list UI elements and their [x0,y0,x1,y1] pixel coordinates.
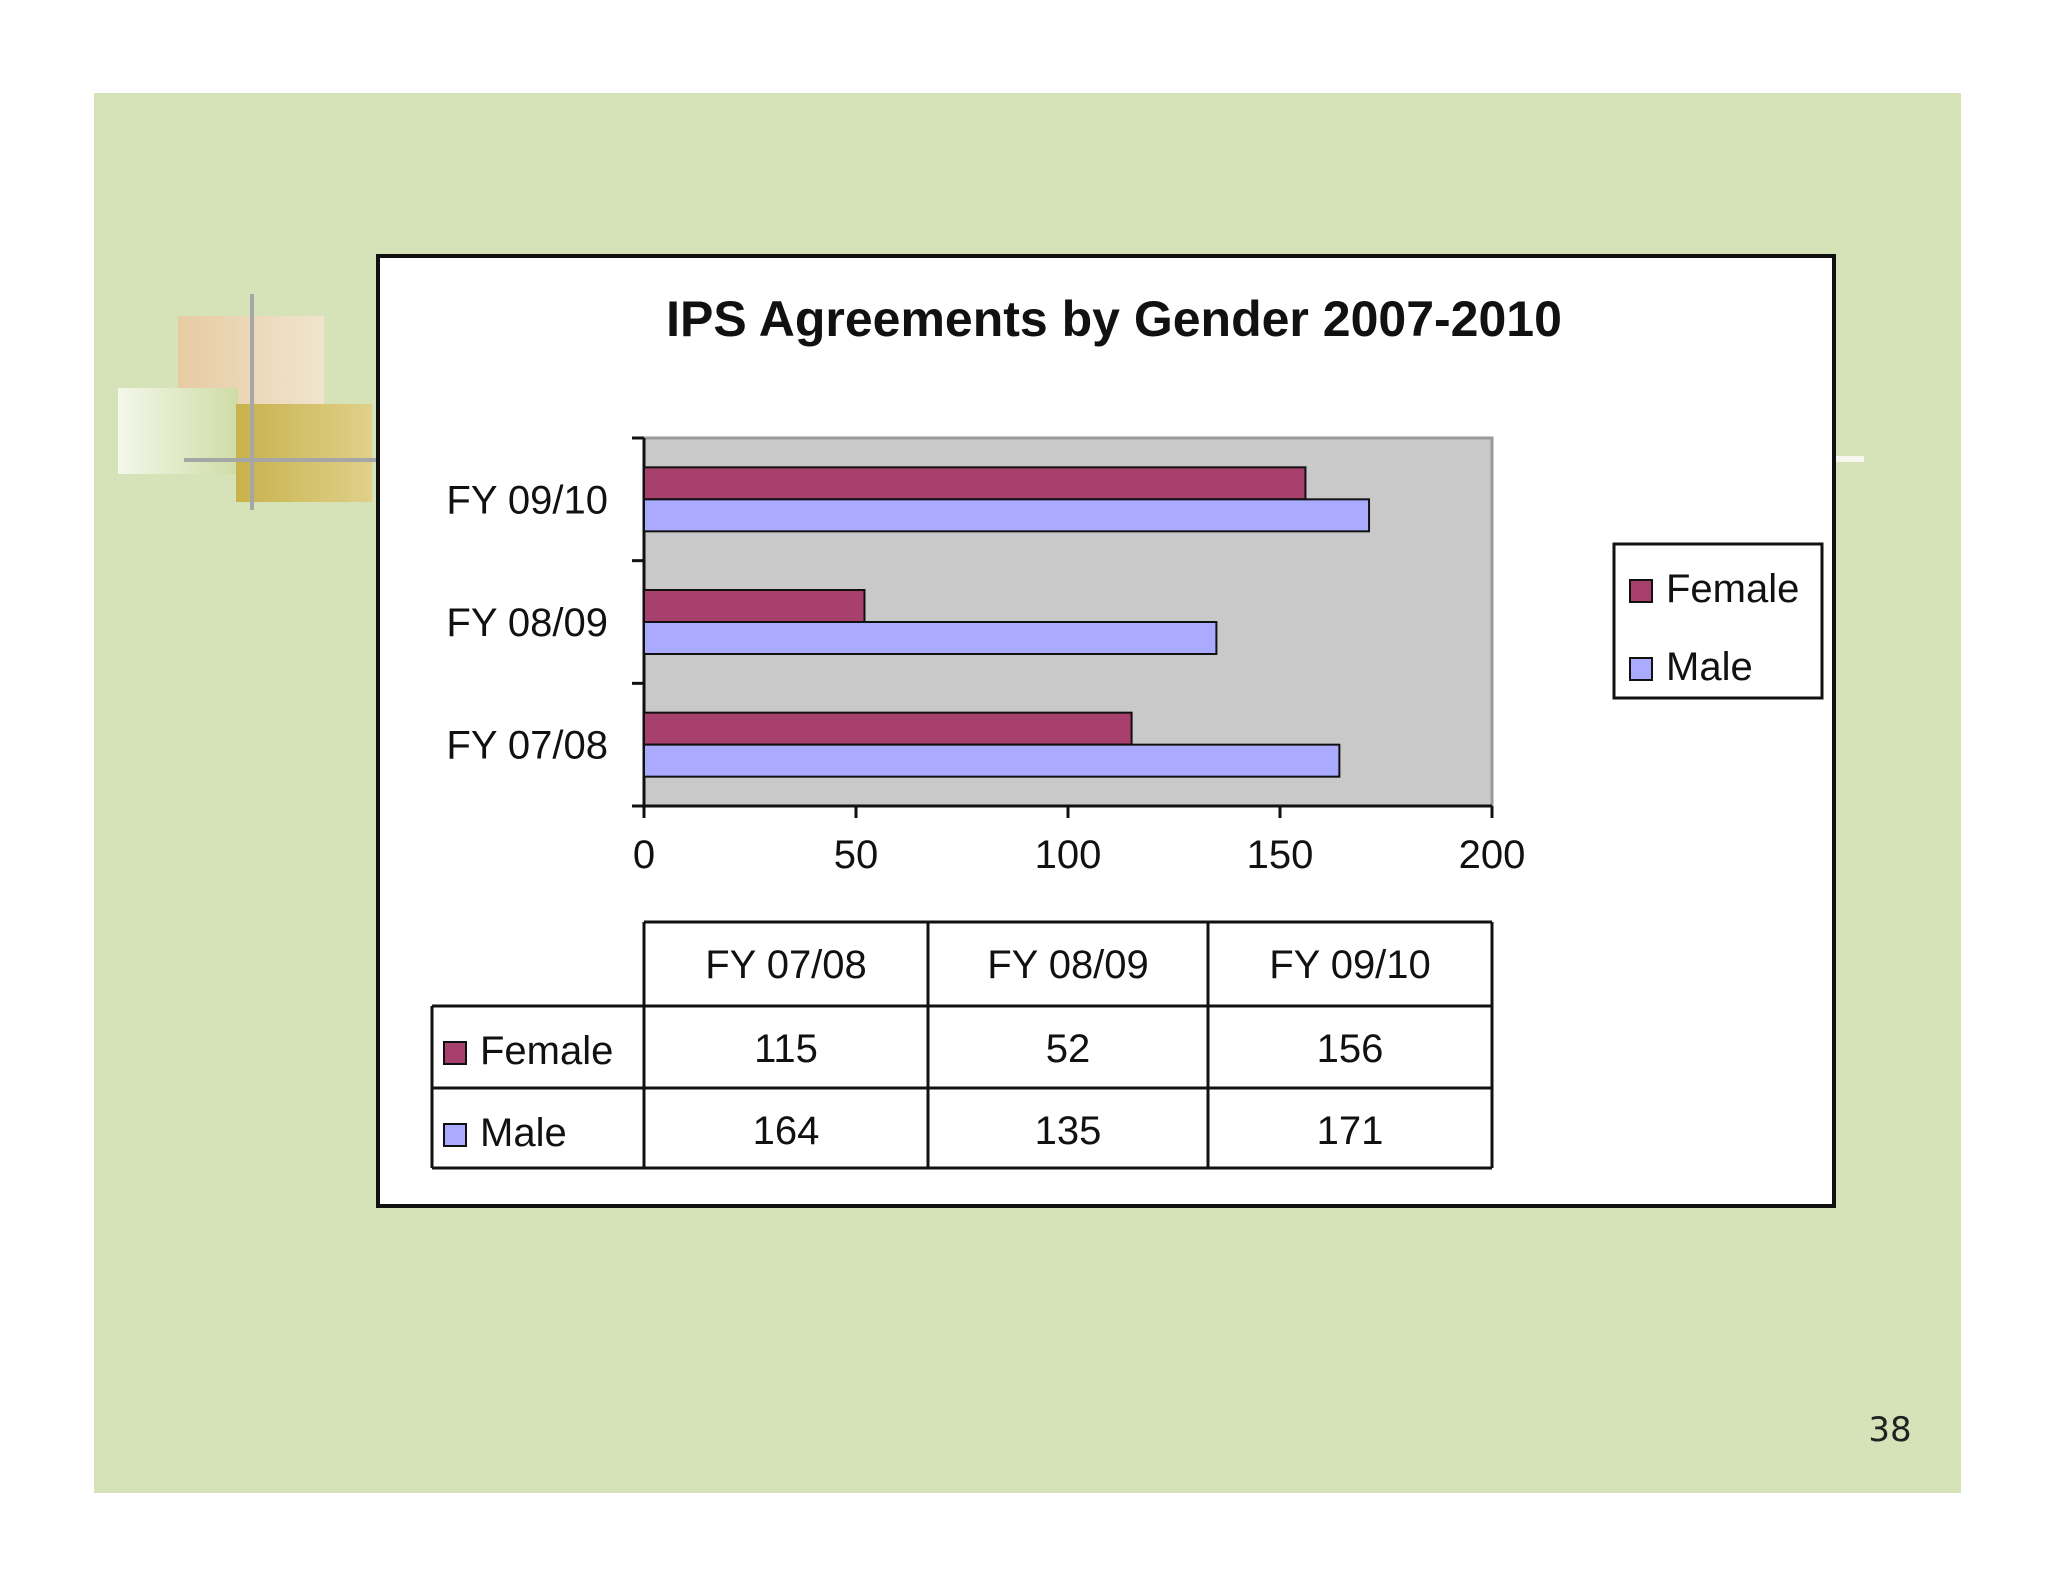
bar-female [643,711,1133,746]
legend-label: Male [1666,645,1753,689]
table-cell: 115 [754,1027,818,1071]
table-cell: 135 [1035,1109,1102,1153]
decorative-squares [118,294,384,520]
table-cell: 156 [1317,1027,1384,1071]
chart-frame: IPS Agreements by Gender 2007-2010 0 50 10… [376,254,1836,1208]
y-category-label: FY 08/09 [446,601,608,645]
bar-female [643,589,866,623]
x-tick-label: 50 [834,833,879,877]
y-category-label: FY 07/08 [446,724,608,768]
bar-female [643,466,1307,501]
slide-number: 38 [1868,1410,1912,1450]
table-header-cell: FY 09/10 [1269,943,1431,987]
table-row-swatch [443,1041,467,1065]
table-header-cell: FY 08/09 [987,943,1149,987]
chart-svg: IPS Agreements by Gender 2007-2010 0 50 10… [430,291,1824,1170]
table-row-swatch [443,1123,467,1147]
table-cell: 171 [1317,1109,1384,1153]
decorative-line [1836,456,1864,462]
bar-male [643,621,1218,655]
bar-male [643,743,1341,778]
x-tick-label: 100 [1035,833,1102,877]
bar-male [643,498,1371,533]
legend-swatch-female [1629,579,1653,603]
chart-title: IPS Agreements by Gender 2007-2010 [666,291,1562,347]
table-cell: 164 [753,1109,820,1153]
table-row-label: Male [480,1111,567,1155]
x-tick-label: 0 [633,833,655,877]
table-header-cell: FY 07/08 [705,943,867,987]
table-cell: 52 [1046,1027,1091,1071]
x-tick-label: 150 [1247,833,1314,877]
legend-swatch-male [1629,657,1653,681]
legend-label: Female [1666,567,1799,611]
legend-box [1612,542,1824,700]
y-category-label: FY 09/10 [446,478,608,522]
x-tick-label: 200 [1459,833,1526,877]
table-row-label: Female [480,1029,613,1073]
